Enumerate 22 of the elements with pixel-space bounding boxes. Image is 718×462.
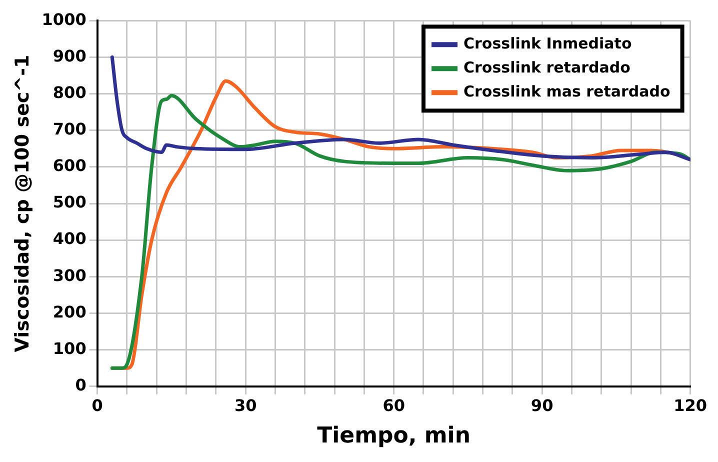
- y-tick-label: 1000: [42, 10, 86, 29]
- x-axis-title: Tiempo, min: [317, 424, 471, 449]
- y-tick-label: 900: [52, 46, 86, 66]
- y-tick-label: 100: [52, 338, 86, 358]
- legend-label: Crosslink Inmediato: [464, 34, 632, 52]
- y-tick-label: 600: [52, 156, 86, 176]
- x-tick-label: 90: [530, 396, 554, 416]
- y-tick-label: 700: [52, 119, 86, 138]
- x-tick-label: 0: [92, 396, 103, 416]
- x-tick-label: 60: [382, 396, 405, 416]
- legend-label: Crosslink mas retardado: [464, 82, 670, 100]
- y-tick-label: 0: [75, 376, 86, 395]
- x-tick-label: 120: [674, 396, 708, 416]
- x-tick-label: 30: [234, 396, 257, 416]
- line-series: [110, 55, 690, 162]
- y-tick-label: 400: [52, 229, 86, 248]
- y-tick-label: 800: [52, 82, 86, 102]
- y-tick-label: 200: [52, 302, 86, 322]
- y-tick-label: 300: [52, 266, 86, 285]
- legend-label: Crosslink retardado: [464, 58, 630, 76]
- y-axis-title: Viscosidad, cp @100 sec^-1: [11, 54, 34, 352]
- y-tick-label: 500: [52, 192, 86, 212]
